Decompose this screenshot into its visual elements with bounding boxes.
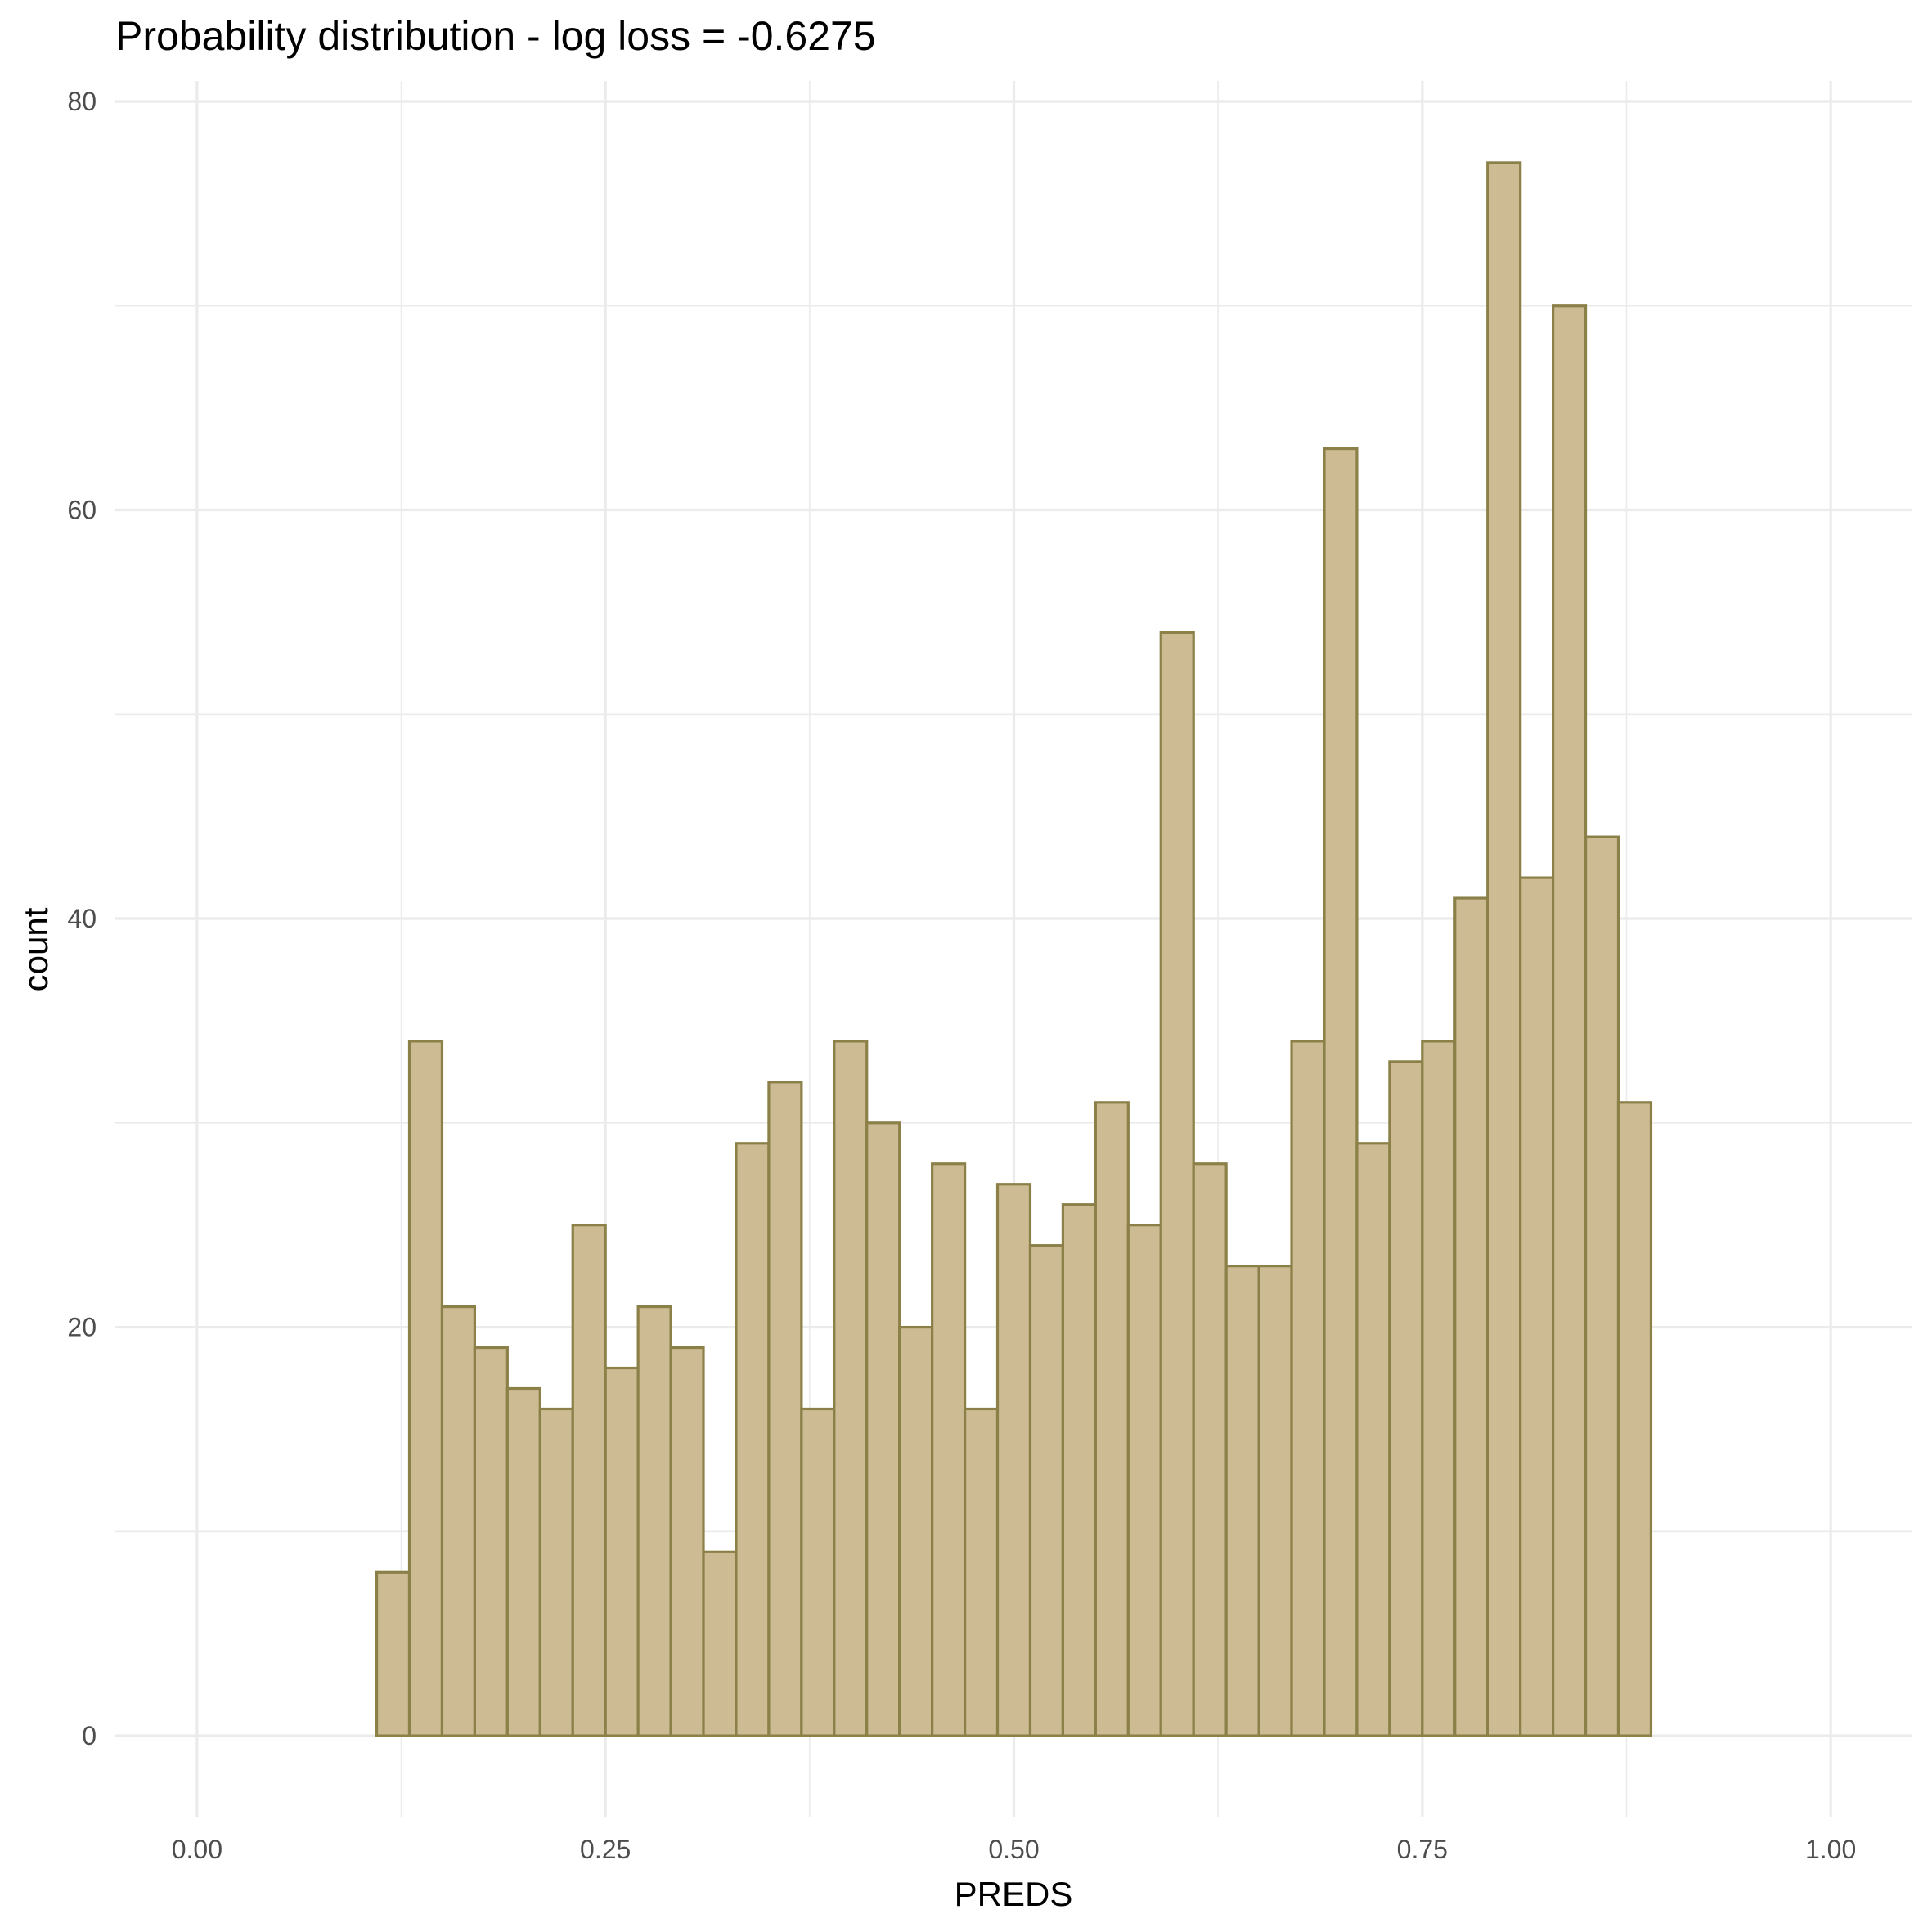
histogram-bar-24 bbox=[995, 1183, 1032, 1737]
histogram-bar-39 bbox=[1486, 161, 1522, 1737]
histogram-bar-20 bbox=[865, 1121, 901, 1737]
histogram-bar-12 bbox=[604, 1366, 640, 1737]
histogram-bar-40 bbox=[1519, 876, 1555, 1737]
histogram-bar-18 bbox=[800, 1407, 836, 1737]
histogram-bar-42 bbox=[1584, 835, 1620, 1737]
histogram-bar-17 bbox=[767, 1081, 803, 1737]
histogram-bar-19 bbox=[833, 1040, 869, 1737]
histogram-bar-32 bbox=[1257, 1265, 1293, 1737]
histogram-bar-33 bbox=[1290, 1040, 1326, 1737]
histogram-bar-41 bbox=[1551, 304, 1588, 1737]
histogram-bar-31 bbox=[1224, 1265, 1260, 1737]
y-axis-title: count bbox=[16, 907, 55, 991]
histogram-bar-28 bbox=[1126, 1224, 1162, 1737]
histogram-bar-6 bbox=[407, 1040, 444, 1737]
histogram-bar-9 bbox=[505, 1386, 541, 1737]
x-tick-label-3: 0.75 bbox=[1397, 1835, 1448, 1864]
y-tick-label-1: 20 bbox=[67, 1313, 97, 1342]
histogram-bar-35 bbox=[1355, 1142, 1391, 1737]
y-tick-label-0: 0 bbox=[82, 1721, 97, 1750]
histogram-bar-16 bbox=[735, 1142, 771, 1737]
y-axis-tick-labels: 0 20 40 60 80 bbox=[67, 87, 97, 1750]
histogram-bar-43 bbox=[1616, 1101, 1653, 1737]
chart-title: Probability distribution - log loss = -0… bbox=[115, 13, 876, 59]
y-tick-label-2: 40 bbox=[67, 904, 97, 933]
histogram-bar-8 bbox=[473, 1346, 509, 1737]
histogram-bar-36 bbox=[1388, 1060, 1424, 1737]
histogram-bar-30 bbox=[1192, 1162, 1228, 1737]
x-axis-tick-labels: 0.00 0.25 0.50 0.75 1.00 bbox=[172, 1835, 1857, 1864]
histogram-bar-15 bbox=[702, 1550, 738, 1737]
histogram-bar-14 bbox=[669, 1346, 705, 1737]
histogram-bar-10 bbox=[538, 1407, 574, 1737]
histogram-bar-27 bbox=[1094, 1101, 1130, 1737]
histogram-bar-34 bbox=[1323, 447, 1359, 1737]
x-tick-label-1: 0.25 bbox=[580, 1835, 631, 1864]
histogram-bar-22 bbox=[931, 1162, 967, 1737]
histogram-bar-11 bbox=[571, 1224, 607, 1737]
histogram-bar-29 bbox=[1159, 631, 1195, 1737]
y-tick-label-3: 60 bbox=[67, 496, 97, 525]
histogram-bar-7 bbox=[440, 1305, 476, 1737]
y-tick-label-4: 80 bbox=[67, 87, 97, 116]
histogram-bar-37 bbox=[1421, 1040, 1457, 1737]
histogram-bar-23 bbox=[963, 1407, 1000, 1737]
histogram-bar-21 bbox=[898, 1325, 934, 1737]
histogram-bar-38 bbox=[1453, 896, 1489, 1737]
x-tick-label-2: 0.50 bbox=[988, 1835, 1039, 1864]
histogram-bar-26 bbox=[1061, 1203, 1097, 1737]
histogram-bars bbox=[375, 161, 1653, 1737]
x-axis-title: PREDS bbox=[955, 1875, 1073, 1913]
histogram-bar-25 bbox=[1028, 1244, 1065, 1737]
histogram-bar-13 bbox=[636, 1305, 672, 1737]
x-tick-label-0: 0.00 bbox=[172, 1835, 222, 1864]
x-tick-label-4: 1.00 bbox=[1805, 1835, 1856, 1864]
histogram-bar-5 bbox=[375, 1570, 411, 1737]
